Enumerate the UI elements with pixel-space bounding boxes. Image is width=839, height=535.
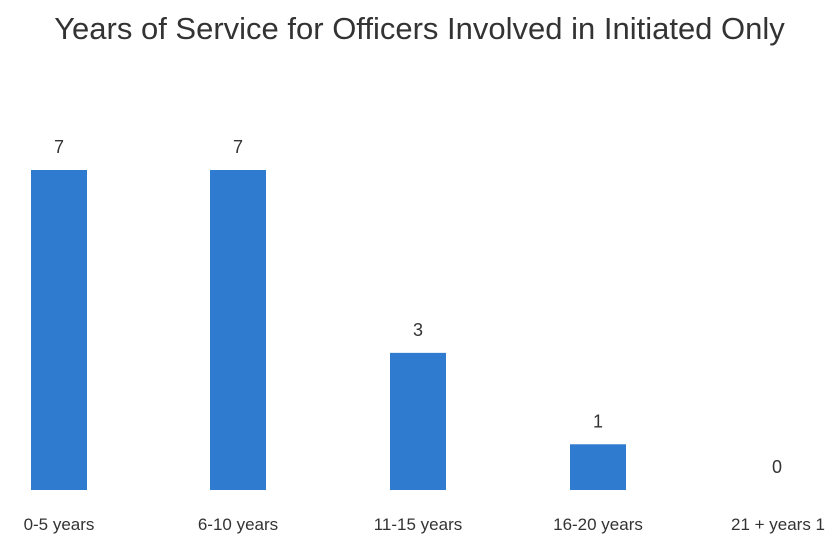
chart-title-text: Years of Service for Officers Involved i… <box>54 11 785 46</box>
x-tick-label-2: 6-10 years <box>198 515 278 534</box>
x-tick-label-3: 11-15 years <box>374 515 463 534</box>
chart-title: Years of Service for Officers Involved i… <box>0 6 839 52</box>
x-tick-label-4: 16-20 years <box>553 515 643 534</box>
data-label-2: 7 <box>233 137 243 157</box>
data-label-3: 3 <box>413 320 423 340</box>
data-label-1: 7 <box>54 137 64 157</box>
data-label-5: 0 <box>772 457 782 477</box>
bar-1 <box>31 170 87 490</box>
bar-4 <box>570 444 626 490</box>
x-tick-label-5: 21 + years 1 <box>731 515 825 534</box>
bar-3 <box>390 352 446 490</box>
x-tick-label-1: 0-5 years <box>24 515 95 534</box>
bar-2 <box>210 170 266 490</box>
data-label-4: 1 <box>593 411 603 431</box>
